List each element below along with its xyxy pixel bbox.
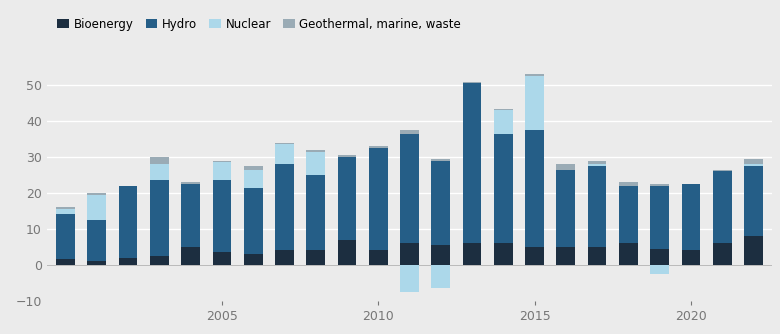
Bar bbox=[494, 243, 512, 265]
Bar bbox=[587, 164, 607, 166]
Bar bbox=[56, 209, 75, 214]
Bar bbox=[87, 261, 106, 265]
Bar bbox=[431, 161, 450, 245]
Bar bbox=[463, 84, 481, 243]
Bar bbox=[150, 256, 168, 265]
Bar bbox=[619, 243, 638, 265]
Bar bbox=[275, 164, 294, 250]
Bar bbox=[587, 161, 607, 164]
Legend: Bioenergy, Hydro, Nuclear, Geothermal, marine, waste: Bioenergy, Hydro, Nuclear, Geothermal, m… bbox=[53, 13, 466, 35]
Bar bbox=[244, 254, 263, 265]
Bar bbox=[525, 247, 544, 265]
Bar bbox=[307, 175, 325, 250]
Bar bbox=[556, 164, 575, 170]
Bar bbox=[307, 250, 325, 265]
Bar bbox=[212, 161, 232, 162]
Bar bbox=[431, 265, 450, 288]
Bar bbox=[651, 186, 669, 248]
Bar bbox=[212, 252, 232, 265]
Bar bbox=[744, 166, 763, 236]
Bar bbox=[713, 171, 732, 243]
Bar bbox=[338, 239, 356, 265]
Bar bbox=[431, 159, 450, 161]
Bar bbox=[56, 214, 75, 259]
Bar bbox=[619, 182, 638, 186]
Bar bbox=[713, 243, 732, 265]
Bar bbox=[463, 243, 481, 265]
Bar bbox=[275, 145, 294, 164]
Bar bbox=[56, 259, 75, 265]
Bar bbox=[119, 186, 137, 258]
Bar bbox=[556, 170, 575, 247]
Bar bbox=[682, 184, 700, 250]
Bar bbox=[338, 155, 356, 157]
Bar bbox=[494, 110, 512, 134]
Bar bbox=[119, 258, 137, 265]
Bar bbox=[744, 159, 763, 164]
Bar bbox=[150, 164, 168, 180]
Bar bbox=[181, 182, 200, 184]
Bar bbox=[87, 193, 106, 195]
Bar bbox=[556, 247, 575, 265]
Bar bbox=[369, 146, 388, 148]
Bar bbox=[244, 166, 263, 170]
Bar bbox=[744, 236, 763, 265]
Bar bbox=[181, 247, 200, 265]
Bar bbox=[400, 265, 419, 292]
Bar bbox=[682, 250, 700, 265]
Bar bbox=[400, 243, 419, 265]
Bar bbox=[275, 143, 294, 145]
Bar bbox=[587, 166, 607, 247]
Bar bbox=[525, 74, 544, 76]
Bar bbox=[619, 186, 638, 243]
Bar bbox=[713, 170, 732, 171]
Bar bbox=[651, 184, 669, 186]
Bar bbox=[369, 250, 388, 265]
Bar bbox=[87, 220, 106, 261]
Bar bbox=[494, 134, 512, 243]
Bar bbox=[244, 187, 263, 254]
Bar bbox=[369, 148, 388, 250]
Bar bbox=[307, 150, 325, 152]
Bar bbox=[56, 207, 75, 209]
Bar bbox=[275, 250, 294, 265]
Bar bbox=[212, 180, 232, 252]
Bar bbox=[651, 248, 669, 265]
Bar bbox=[431, 245, 450, 265]
Bar bbox=[651, 265, 669, 274]
Bar bbox=[150, 157, 168, 164]
Bar bbox=[244, 170, 263, 187]
Bar bbox=[307, 152, 325, 175]
Bar bbox=[463, 81, 481, 84]
Bar bbox=[212, 162, 232, 180]
Bar bbox=[150, 180, 168, 256]
Bar bbox=[181, 184, 200, 247]
Bar bbox=[494, 109, 512, 110]
Bar bbox=[525, 76, 544, 130]
Bar bbox=[400, 134, 419, 243]
Bar bbox=[587, 247, 607, 265]
Bar bbox=[400, 130, 419, 134]
Bar bbox=[87, 195, 106, 220]
Bar bbox=[744, 164, 763, 166]
Bar bbox=[338, 157, 356, 239]
Bar bbox=[525, 130, 544, 247]
